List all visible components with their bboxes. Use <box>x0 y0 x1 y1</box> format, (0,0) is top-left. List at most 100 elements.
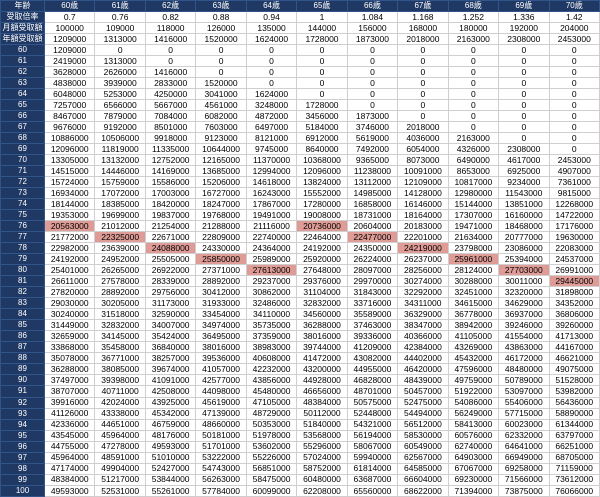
cumulative-value-cell: 29237000 <box>245 275 298 288</box>
cumulative-value-cell: 33716000 <box>346 297 399 310</box>
cumulative-value-cell: 41472000 <box>296 352 348 365</box>
cumulative-value-cell: 11543000 <box>498 187 550 200</box>
cumulative-value-cell: 31843000 <box>346 286 399 299</box>
data-row-age-68: 68 10886000 10506000 9918000 9123000 8121000 6… <box>0 132 600 145</box>
row-age-label: 66 <box>0 110 45 123</box>
data-row-age-62: 62 3628000 2626000 1416000 0 0 0 0 0 0 0 0 <box>0 66 600 79</box>
cumulative-value-cell: 35458000 <box>94 341 146 354</box>
age-header-row: 年齢 60歳 61歳 62歳 63歳 64歳 65歳 66歳 67歳 68歳 69歳 70歳 <box>0 0 600 12</box>
row-age-label: 67 <box>0 121 45 134</box>
cumulative-value-cell: 57784000 <box>195 484 247 497</box>
cumulative-value-cell: 0 <box>397 77 449 90</box>
row-age-label: 68 <box>0 132 45 145</box>
cumulative-value-cell: 32832000 <box>296 297 348 310</box>
cumulative-value-cell: 39916000 <box>43 396 96 409</box>
cumulative-value-cell: 24219000 <box>397 242 449 255</box>
cumulative-value-cell: 58475000 <box>245 473 298 486</box>
data-row-age-78: 78 22982000 23639000 24088000 24330000 243640… <box>0 242 600 255</box>
row-age-label: 83 <box>0 297 45 310</box>
cumulative-value-cell: 26922000 <box>144 264 197 277</box>
cumulative-value-cell: 55261000 <box>144 484 197 497</box>
cumulative-value-cell: 2163000 <box>447 132 500 145</box>
cumulative-value-cell: 6497000 <box>245 121 298 134</box>
cumulative-value-cell: 0 <box>447 99 500 112</box>
cumulative-value-cell: 32292000 <box>397 286 449 299</box>
cumulative-value-cell: 46172000 <box>498 352 550 365</box>
cumulative-value-cell: 51922000 <box>447 385 500 398</box>
cumulative-value-cell: 0 <box>195 43 247 57</box>
cumulative-value-cell: 38707000 <box>43 385 96 398</box>
cumulative-value-cell: 0 <box>447 121 500 134</box>
cumulative-value-cell: 0 <box>548 43 600 57</box>
cumulative-value-cell: 2419000 <box>43 55 96 68</box>
age-column-header: 68歳 <box>447 0 500 12</box>
cumulative-value-cell: 54086000 <box>447 396 500 409</box>
cumulative-value-cell: 15552000 <box>296 187 348 200</box>
cumulative-value-cell: 67067000 <box>447 462 500 475</box>
cumulative-value-cell: 23639000 <box>94 242 146 255</box>
cumulative-value-cell: 69258000 <box>498 462 550 475</box>
cumulative-value-cell: 36771000 <box>94 352 146 365</box>
row-age-label: 80 <box>0 264 45 277</box>
cumulative-value-cell: 16243000 <box>245 187 298 200</box>
cumulative-value-cell: 53602000 <box>245 440 298 453</box>
cumulative-value-cell: 38016000 <box>296 330 348 343</box>
cumulative-value-cell: 47278000 <box>94 440 146 453</box>
cumulative-value-cell: 47139000 <box>195 407 247 420</box>
cumulative-value-cell: 62740000 <box>447 440 500 453</box>
cumulative-value-cell: 31449000 <box>43 319 96 332</box>
cumulative-value-cell: 36937000 <box>498 308 550 321</box>
cumulative-value-cell: 46621000 <box>548 352 600 365</box>
cumulative-value-cell: 14515000 <box>43 165 96 178</box>
cumulative-value-cell: 3041000 <box>195 88 247 101</box>
cumulative-value-cell: 18468000 <box>498 220 550 233</box>
cumulative-value-cell: 5184000 <box>296 121 348 134</box>
cumulative-value-cell: 24192000 <box>43 253 96 266</box>
cumulative-value-cell: 0 <box>498 99 550 112</box>
data-row-age-72: 72 15724000 15759000 15586000 15206000 146180… <box>0 176 600 189</box>
cumulative-value-cell: 48591000 <box>94 451 146 464</box>
cumulative-value-cell: 32486000 <box>245 297 298 310</box>
cumulative-value-cell: 23798000 <box>447 242 500 255</box>
cumulative-value-cell: 30412000 <box>195 286 247 299</box>
cumulative-value-cell: 29376000 <box>296 275 348 288</box>
cumulative-value-cell: 0 <box>346 88 399 101</box>
cumulative-value-cell: 44755000 <box>43 440 96 453</box>
cumulative-value-cell: 0 <box>397 88 449 101</box>
age-column-header: 67歳 <box>397 0 449 12</box>
cumulative-value-cell: 38942000 <box>447 319 500 332</box>
cumulative-value-cell: 14169000 <box>144 165 197 178</box>
row-age-label: 94 <box>0 418 45 431</box>
cumulative-value-cell: 48176000 <box>144 429 197 442</box>
cumulative-value-cell: 18247000 <box>195 198 247 211</box>
cumulative-value-cell: 19491000 <box>245 209 298 222</box>
cumulative-value-cell: 27578000 <box>94 275 146 288</box>
row-age-label: 73 <box>0 187 45 200</box>
cumulative-value-cell: 2626000 <box>94 66 146 79</box>
cumulative-value-cell: 0 <box>346 99 399 112</box>
rate-value: 0.94 <box>245 11 298 23</box>
cumulative-value-cell: 49904000 <box>94 462 146 475</box>
cumulative-value-cell: 2308000 <box>498 143 550 156</box>
cumulative-value-cell: 43863000 <box>498 341 550 354</box>
cumulative-value-cell: 0 <box>397 66 449 79</box>
cumulative-value-cell: 4561000 <box>195 99 247 112</box>
cumulative-value-cell: 29970000 <box>346 275 399 288</box>
cumulative-value-cell: 10886000 <box>43 132 96 145</box>
cumulative-value-cell: 4838000 <box>43 77 96 90</box>
cumulative-value-cell: 6912000 <box>296 132 348 145</box>
cumulative-value-cell: 0 <box>548 121 600 134</box>
cumulative-value-cell: 66604000 <box>397 473 449 486</box>
monthly-amount-value: 192000 <box>498 22 550 34</box>
cumulative-value-cell: 22740000 <box>245 231 298 244</box>
cumulative-value-cell: 21254000 <box>144 220 197 233</box>
row-age-label: 65 <box>0 99 45 112</box>
cumulative-value-cell: 21634000 <box>447 231 500 244</box>
cumulative-value-cell: 13305000 <box>43 154 96 167</box>
cumulative-value-cell: 0 <box>144 43 197 57</box>
cumulative-value-cell: 30205000 <box>94 297 146 310</box>
age-column-header: 69歳 <box>498 0 550 12</box>
cumulative-value-cell: 0 <box>296 55 348 68</box>
cumulative-value-cell: 54494000 <box>397 407 449 420</box>
cumulative-value-cell: 18164000 <box>397 209 449 222</box>
